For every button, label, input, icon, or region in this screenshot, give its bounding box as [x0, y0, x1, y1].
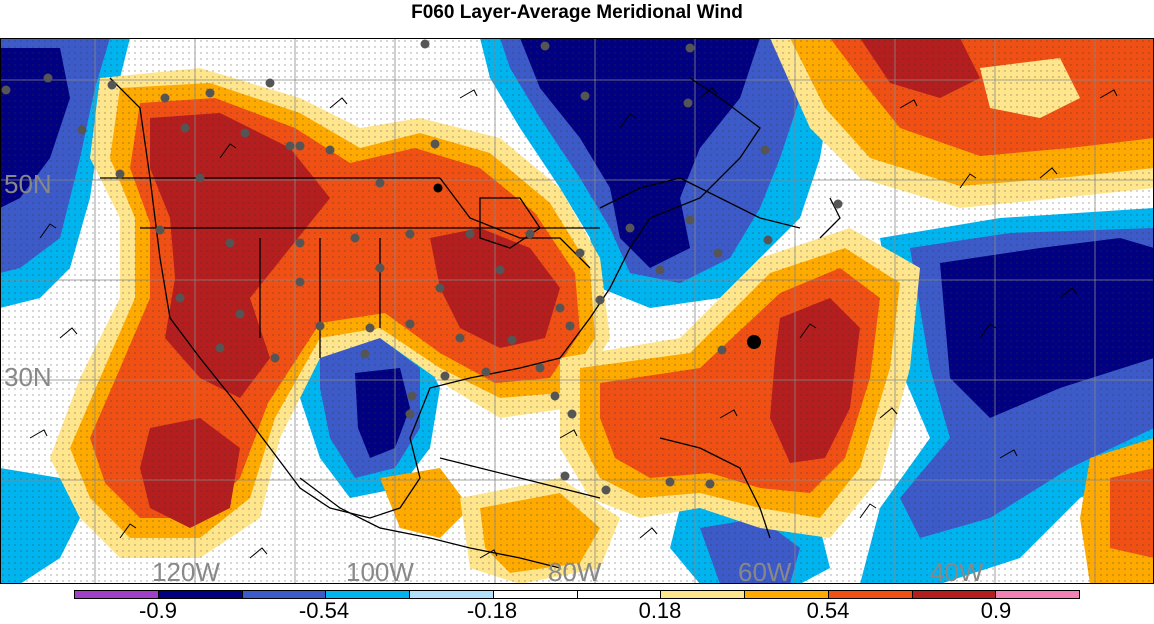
colorbar-segment — [828, 591, 913, 598]
colorbar-segment — [912, 591, 997, 598]
colorbar-label: -0.18 — [466, 598, 518, 623]
observation-stations — [1, 39, 843, 495]
wind-barbs — [29, 87, 1118, 559]
colorbar-segment — [410, 591, 494, 598]
colorbar — [74, 590, 1080, 599]
lat-label-50n: 50N — [4, 169, 52, 199]
lat-lon-grid — [0, 38, 1154, 584]
colorbar-segment — [577, 591, 662, 598]
lon-label-100w: 100W — [346, 557, 414, 584]
colorbar-segment — [661, 591, 745, 598]
colorbar-label: 0.9 — [980, 598, 1012, 623]
map-title: F060 Layer-Average Meridional Wind — [411, 2, 743, 23]
colorbar-label: -0.54 — [298, 598, 350, 623]
lon-label-120w: 120W — [152, 557, 220, 584]
significance-stipple — [0, 38, 1154, 584]
meridional-wind-map: 50N 30N 120W 100W 80W 60W 40W — [0, 38, 1154, 584]
colorbar-label: 0.54 — [806, 598, 850, 623]
lon-label-80w: 80W — [548, 557, 602, 584]
colorbar-segment — [493, 591, 578, 598]
lon-label-60w: 60W — [738, 557, 792, 584]
colorbar-segment — [75, 591, 159, 598]
colorbar-segment — [326, 591, 410, 598]
colorbar-segment — [242, 591, 327, 598]
colorbar-segment — [158, 591, 243, 598]
lon-label-40w: 40W — [930, 557, 984, 584]
colorbar-label: 0.18 — [638, 598, 682, 623]
coastlines — [100, 77, 841, 569]
lat-label-30n: 30N — [4, 362, 52, 392]
colorbar-label: -0.9 — [139, 598, 177, 623]
colorbar-segment — [996, 591, 1079, 598]
colorbar-segment — [745, 591, 829, 598]
